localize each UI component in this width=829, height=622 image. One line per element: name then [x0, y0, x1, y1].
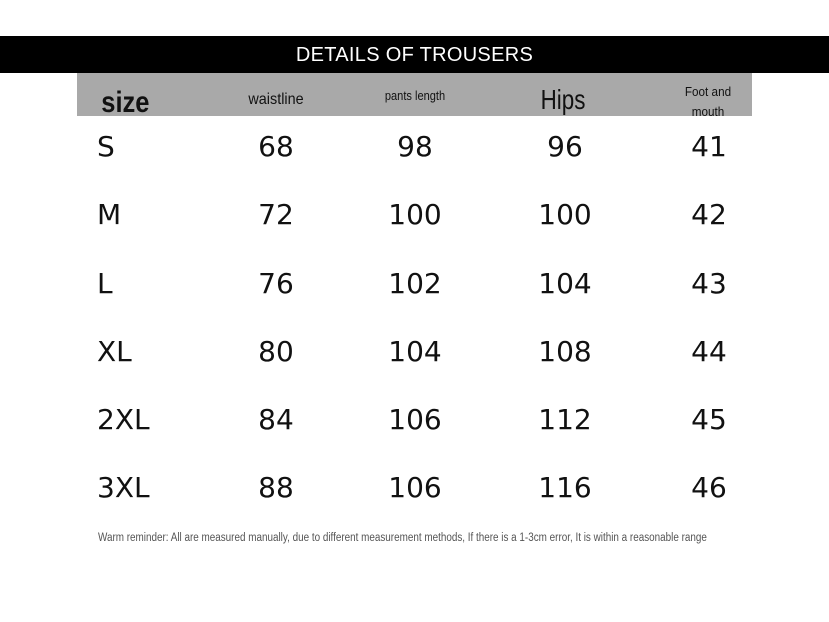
cell-pants-length: 104	[388, 335, 442, 368]
cell-foot-and-mouth: 42	[691, 198, 727, 231]
header-size: size	[101, 86, 150, 119]
cell-waistline: 84	[258, 403, 294, 436]
header-pants-length: pants length	[384, 88, 446, 103]
cell-foot-and-mouth: 41	[691, 130, 727, 163]
cell-waistline: 80	[258, 335, 294, 368]
warm-reminder-note: Warm reminder: All are measured manually…	[98, 532, 707, 544]
header-waistline: waistline	[248, 91, 304, 108]
cell-waistline: 88	[258, 471, 294, 504]
cell-size: M	[97, 198, 122, 231]
cell-pants-length: 98	[397, 130, 433, 163]
cell-foot-and-mouth: 44	[691, 335, 727, 368]
cell-hips: 112	[538, 403, 592, 436]
cell-hips: 100	[538, 198, 592, 231]
title-bar: DETAILS OF TROUSERS	[0, 36, 829, 73]
cell-waistline: 76	[258, 267, 294, 300]
header-hips: Hips	[540, 84, 586, 115]
cell-pants-length: 106	[388, 403, 442, 436]
cell-foot-and-mouth: 46	[691, 471, 727, 504]
cell-size: S	[97, 130, 115, 163]
cell-hips: 116	[538, 471, 592, 504]
cell-size: 2XL	[97, 403, 150, 436]
cell-hips: 104	[538, 267, 592, 300]
cell-size: 3XL	[97, 471, 150, 504]
cell-waistline: 68	[258, 130, 294, 163]
cell-foot-and-mouth: 45	[691, 403, 727, 436]
cell-pants-length: 106	[388, 471, 442, 504]
cell-size: XL	[97, 335, 132, 368]
cell-pants-length: 100	[388, 198, 442, 231]
cell-hips: 108	[538, 335, 592, 368]
cell-foot-and-mouth: 43	[691, 267, 727, 300]
header-foot-and-mouth: Foot and mouth	[684, 84, 732, 119]
cell-size: L	[97, 267, 113, 300]
cell-waistline: 72	[258, 198, 294, 231]
cell-pants-length: 102	[388, 267, 442, 300]
table-header-bar	[77, 73, 752, 116]
cell-hips: 96	[547, 130, 583, 163]
